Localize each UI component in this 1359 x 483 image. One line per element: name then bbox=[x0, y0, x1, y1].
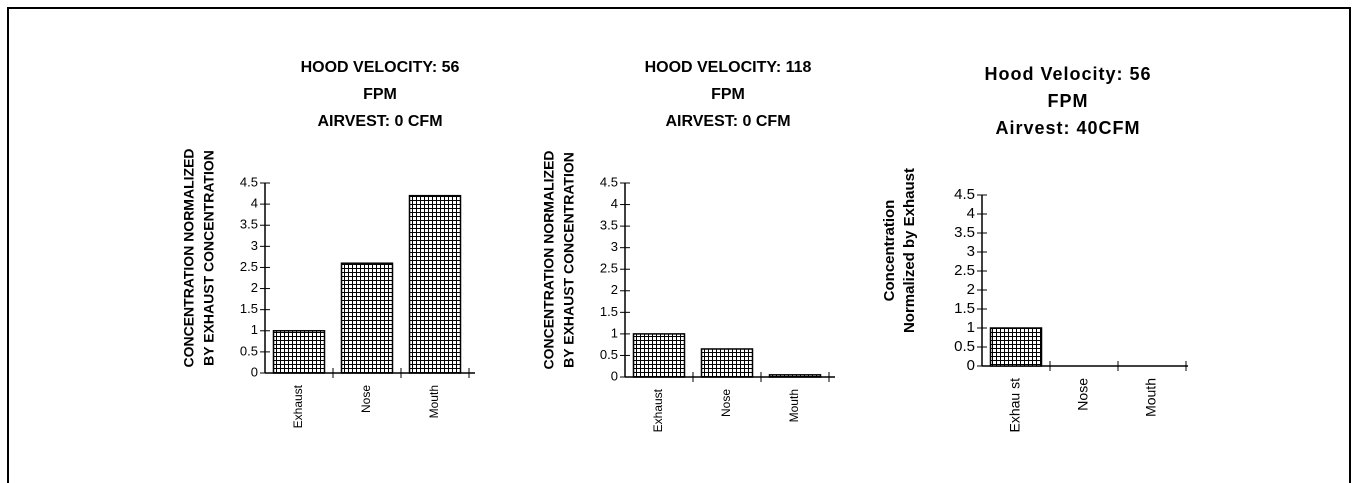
x-tick-label: Mouth bbox=[787, 389, 801, 422]
chart-title: FPM bbox=[1048, 91, 1089, 111]
y-tick-label: 1 bbox=[611, 325, 618, 340]
y-tick-label: 1 bbox=[251, 322, 258, 337]
y-tick-label: 4 bbox=[251, 196, 258, 211]
chart-title: AIRVEST: 0 CFM bbox=[665, 113, 790, 130]
chart-title: HOOD VELOCITY: 56 bbox=[301, 59, 460, 76]
y-tick-label: 0.5 bbox=[600, 347, 618, 362]
y-tick-label: 2.5 bbox=[954, 262, 975, 279]
y-axis-label: CONCENTRATION NORMALIZED bbox=[181, 148, 197, 367]
y-tick-label: 3.5 bbox=[600, 218, 618, 233]
chart-title: AIRVEST: 0 CFM bbox=[317, 113, 442, 130]
y-tick-label: 2 bbox=[611, 282, 618, 297]
x-tick-label: Mouth bbox=[427, 385, 441, 418]
y-tick-label: 4.5 bbox=[954, 186, 975, 203]
chart-title: FPM bbox=[711, 86, 745, 103]
y-tick-label: 0 bbox=[251, 364, 258, 379]
x-tick-label: Nose bbox=[1075, 378, 1091, 411]
y-tick-label: 4.5 bbox=[240, 174, 258, 189]
x-tick-label: Exhaust bbox=[291, 384, 305, 428]
bar bbox=[340, 262, 394, 374]
y-tick-label: 1.5 bbox=[954, 300, 975, 317]
y-axis-label: Normalized by Exhaust bbox=[901, 168, 918, 333]
frame bbox=[7, 7, 1351, 483]
y-tick-label: 3.5 bbox=[240, 217, 258, 232]
bar bbox=[989, 327, 1043, 367]
x-tick-label: Nose bbox=[359, 385, 373, 413]
y-tick-label: 3 bbox=[967, 243, 975, 260]
y-tick-label: 0.5 bbox=[954, 338, 975, 355]
bar bbox=[700, 348, 754, 378]
y-axis-label: CONCENTRATION NORMALIZED bbox=[541, 150, 557, 369]
y-tick-label: 0.5 bbox=[240, 343, 258, 358]
y-tick-label: 2.5 bbox=[240, 259, 258, 274]
chart-title: FPM bbox=[363, 86, 397, 103]
y-axis-label: Concentration bbox=[881, 200, 898, 302]
y-tick-label: 4 bbox=[611, 196, 618, 211]
y-tick-label: 1.5 bbox=[240, 301, 258, 316]
bar bbox=[272, 330, 326, 374]
y-tick-label: 1.5 bbox=[600, 304, 618, 319]
y-axis-label: BY EXHAUST CONCENTRATION bbox=[561, 152, 577, 368]
x-tick-label: Mouth bbox=[1143, 378, 1159, 417]
chart-title: HOOD VELOCITY: 118 bbox=[645, 59, 812, 76]
y-tick-label: 0 bbox=[967, 357, 975, 374]
bar bbox=[768, 374, 822, 378]
y-tick-label: 3.5 bbox=[954, 224, 975, 241]
chart-title: Hood Velocity: 56 bbox=[984, 64, 1151, 84]
x-tick-label: Exhau st bbox=[1007, 378, 1023, 433]
chart-title: Airvest: 40CFM bbox=[995, 118, 1140, 138]
bar bbox=[408, 194, 462, 374]
y-tick-label: 4.5 bbox=[600, 174, 618, 189]
x-tick-label: Nose bbox=[719, 389, 733, 417]
y-tick-label: 4 bbox=[967, 205, 975, 222]
x-tick-label: Exhaust bbox=[651, 388, 665, 432]
y-tick-label: 2 bbox=[967, 281, 975, 298]
y-tick-label: 3 bbox=[611, 239, 618, 254]
bar bbox=[632, 333, 686, 378]
y-tick-label: 0 bbox=[611, 368, 618, 383]
y-tick-label: 2.5 bbox=[600, 261, 618, 276]
y-tick-label: 2 bbox=[251, 280, 258, 295]
y-tick-label: 3 bbox=[251, 238, 258, 253]
y-tick-label: 1 bbox=[967, 319, 975, 336]
y-axis-label: BY EXHAUST CONCENTRATION bbox=[201, 150, 217, 366]
